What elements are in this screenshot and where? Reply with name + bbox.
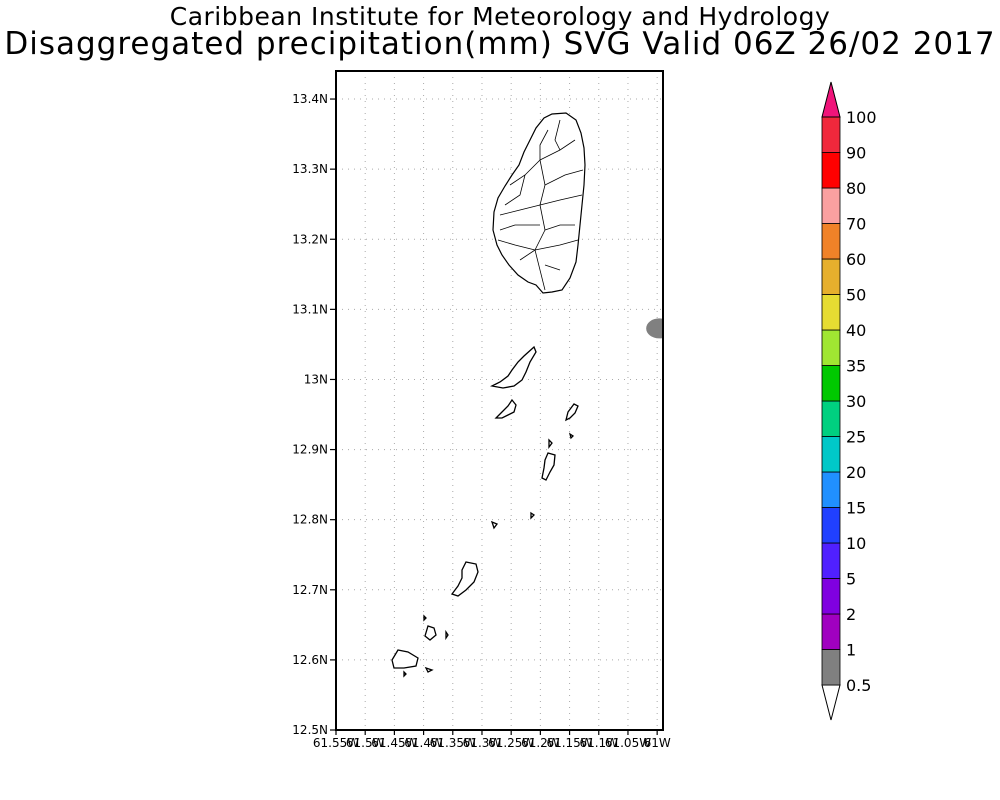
lon-tick-label: 61W xyxy=(644,736,671,750)
colorbar-label: 5 xyxy=(846,570,856,589)
lat-tick-label: 13.2N xyxy=(292,232,328,246)
colorbar-label: 20 xyxy=(846,463,866,482)
colorbar-above-triangle xyxy=(821,81,841,118)
lon-tick-label: 61.25W xyxy=(488,736,534,750)
lat-tick-label: 12.8N xyxy=(292,513,328,527)
lon-tick-label: 61.05W xyxy=(605,736,651,750)
colorbar-label: 1 xyxy=(846,641,856,660)
lon-tick-label: 61.35W xyxy=(430,736,476,750)
lon-tick-label: 61.5W xyxy=(346,736,385,750)
lat-tick-label: 13.4N xyxy=(292,92,328,106)
colorbar-label: 90 xyxy=(846,144,866,163)
colorbar-swatch xyxy=(821,507,841,544)
colorbar-swatch xyxy=(821,223,841,260)
lon-tick-label: 61.15W xyxy=(546,736,592,750)
lon-tick-label: 61.55W xyxy=(313,736,359,750)
grenadine-islands xyxy=(391,345,579,678)
lon-tick-label: 61.45W xyxy=(371,736,417,750)
colorbar-label: 25 xyxy=(846,428,866,447)
colorbar-label: 60 xyxy=(846,250,866,269)
colorbar-label: 30 xyxy=(846,392,866,411)
map-subtitle: Disaggregated precipitation(mm) SVG Vali… xyxy=(4,26,996,62)
colorbar-swatch xyxy=(821,116,841,153)
colorbar-label: 50 xyxy=(846,286,866,305)
lat-tick-label: 12.5N xyxy=(292,723,328,737)
precip-patch xyxy=(646,318,663,339)
colorbar-swatch xyxy=(821,613,841,650)
lon-tick-label: 61.3W xyxy=(463,736,502,750)
colorbar-label: 100 xyxy=(846,108,877,127)
colorbar-swatch xyxy=(821,365,841,402)
colorbar-swatch xyxy=(821,329,841,366)
colorbar-swatch xyxy=(821,187,841,224)
longitude-axis: 61.55W61.5W61.45W61.4W61.35W61.3W61.25W6… xyxy=(313,730,671,750)
lat-tick-label: 12.6N xyxy=(292,653,328,667)
colorbar-label: 80 xyxy=(846,179,866,198)
lat-tick-label: 13N xyxy=(304,372,328,386)
lat-tick-label: 12.9N xyxy=(292,443,328,457)
colorbar-below-triangle xyxy=(821,684,841,721)
lat-tick-label: 13.3N xyxy=(292,162,328,176)
colorbar-swatch xyxy=(821,542,841,579)
lon-tick-label: 61.2W xyxy=(521,736,560,750)
map-title: Caribbean Institute for Meteorology and … xyxy=(169,2,831,31)
colorbar-label: 2 xyxy=(846,605,856,624)
lon-tick-label: 61.4W xyxy=(404,736,443,750)
grid-lines xyxy=(335,71,663,731)
lon-tick-label: 61.1W xyxy=(579,736,618,750)
colorbar-label: 35 xyxy=(846,357,866,376)
colorbar-swatch xyxy=(821,436,841,473)
colorbar-swatch xyxy=(821,649,841,686)
saint-vincent-island xyxy=(492,112,586,294)
colorbar-swatch xyxy=(821,400,841,437)
colorbar-label: 15 xyxy=(846,499,866,518)
colorbar-label: 40 xyxy=(846,321,866,340)
colorbar-swatch xyxy=(821,258,841,295)
lat-tick-label: 12.7N xyxy=(292,583,328,597)
colorbar-swatch xyxy=(821,471,841,508)
colorbar-swatch xyxy=(821,578,841,615)
colorbar-swatch xyxy=(821,152,841,189)
lat-tick-label: 13.1N xyxy=(292,302,328,316)
colorbar-label: 70 xyxy=(846,215,866,234)
latitude-axis: 13.4N 13.3N 13.2N 13.1N 13N 12.9N 12.8N 12.7N 12… xyxy=(292,92,336,737)
colorbar-label: 10 xyxy=(846,534,866,553)
map-frame xyxy=(335,70,664,731)
colorbar-swatch xyxy=(821,294,841,331)
colorbar-label: 0.5 xyxy=(846,676,871,695)
